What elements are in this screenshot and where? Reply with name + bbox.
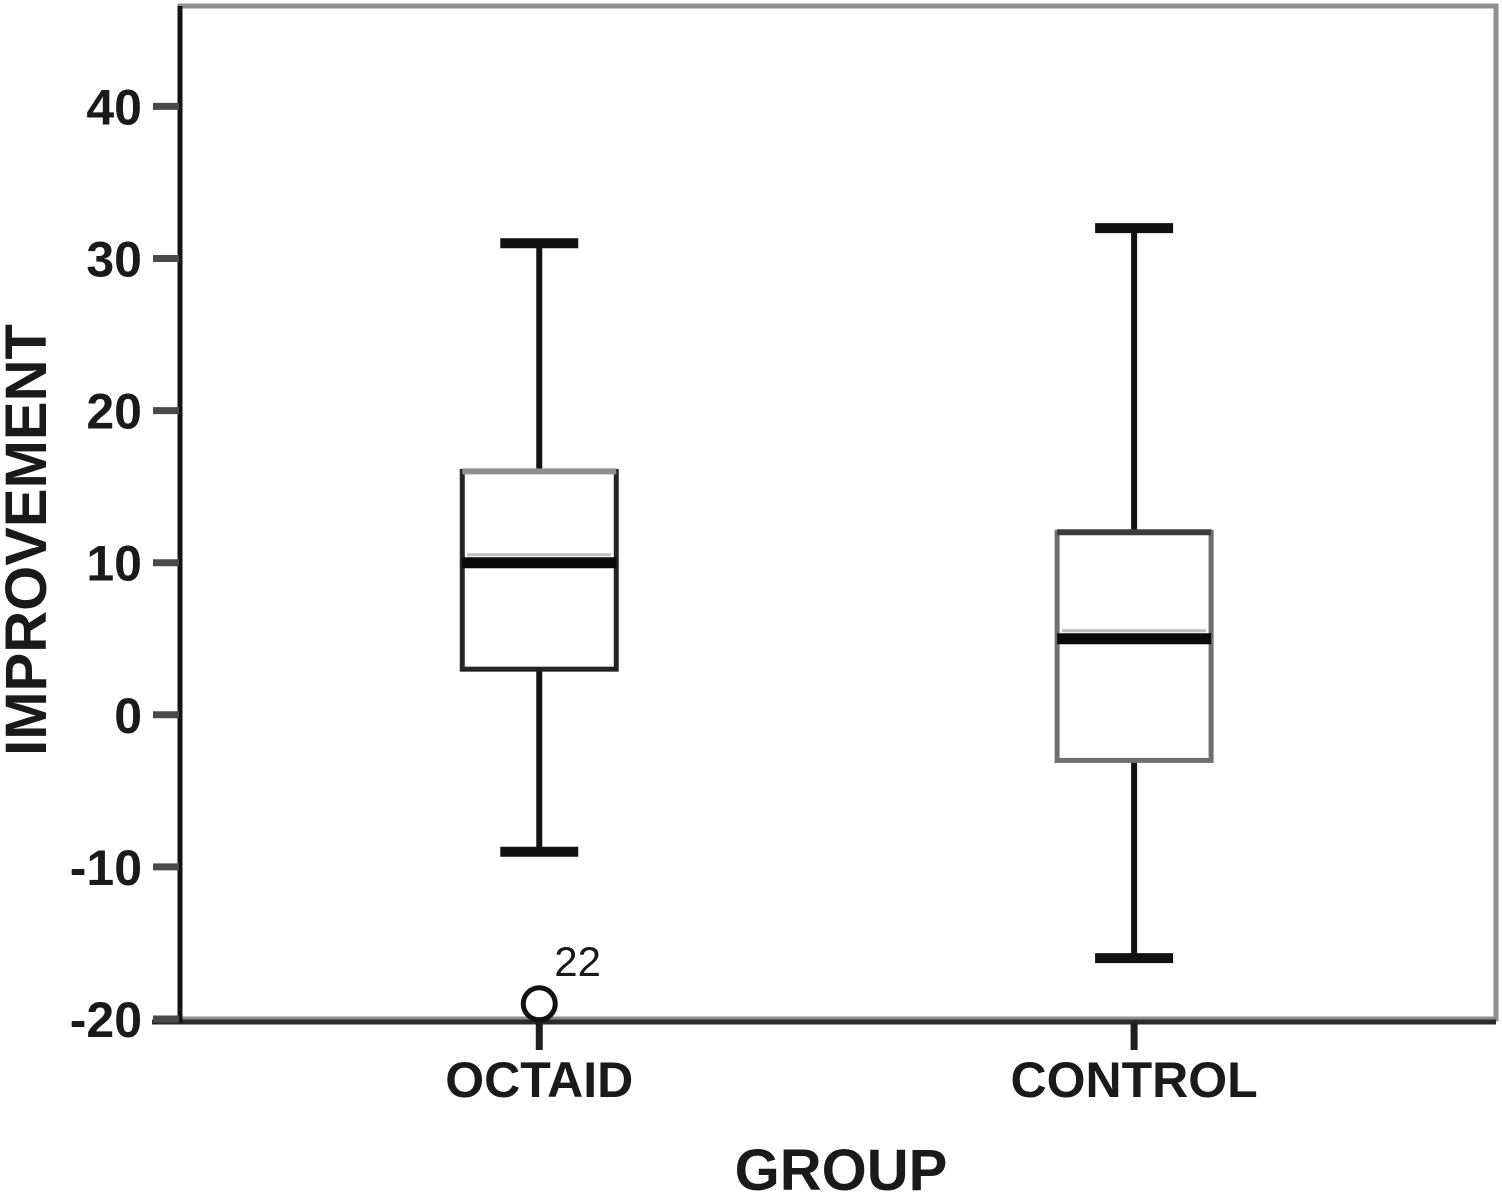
outlier-point-octaid — [520, 985, 558, 1023]
outlier-label-octaid: 22 — [554, 938, 601, 985]
y-tick-label: 10 — [86, 536, 142, 592]
y-tick-label: 0 — [114, 688, 142, 744]
box-control — [1054, 529, 1214, 763]
y-tick-label: 20 — [86, 384, 142, 440]
y-tick-label: -20 — [70, 992, 142, 1048]
plot-frame — [177, 3, 1499, 1022]
y-axis-title: IMPROVEMENT — [0, 324, 59, 756]
category-label-control: CONTROL — [1010, 1052, 1257, 1108]
category-label-octaid: OCTAID — [445, 1052, 633, 1108]
x-axis-title: GROUP — [735, 1138, 948, 1203]
y-tick-label: 40 — [86, 79, 142, 135]
box-octaid — [459, 468, 619, 672]
chart-layer: 40 30 20 10 0 -10 -20 22 OCTAID CONTROL — [70, 3, 1499, 1108]
y-tick-label: -10 — [70, 840, 142, 896]
y-tick-label: 30 — [86, 231, 142, 287]
